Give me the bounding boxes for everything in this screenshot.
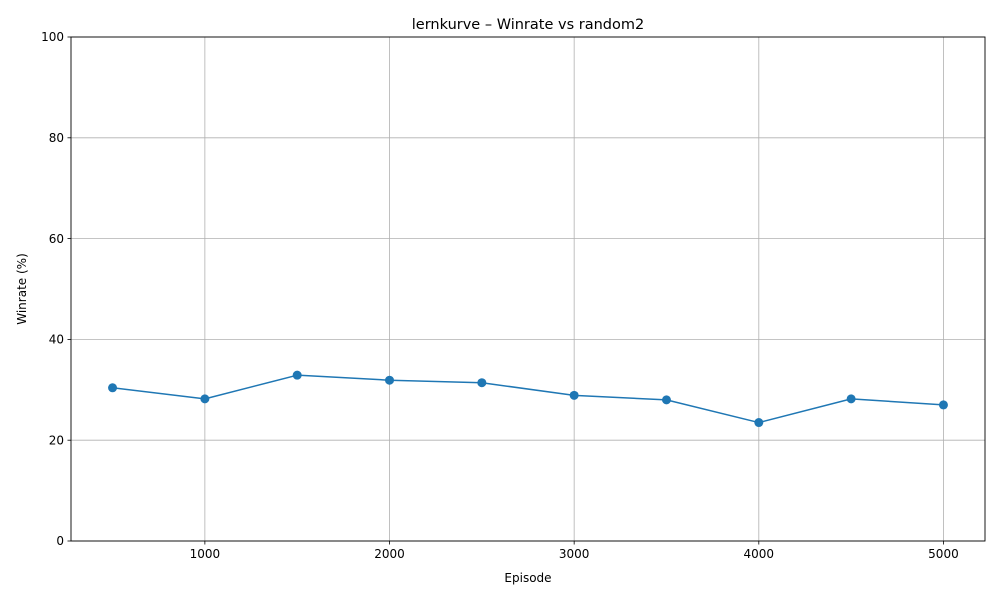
y-tick-label: 20 — [49, 433, 64, 447]
x-tick-label: 2000 — [374, 547, 405, 561]
x-tick-label: 1000 — [190, 547, 221, 561]
axis-ticks: 1000 2000 3000 4000 5000 0 20 40 60 80 100 — [41, 30, 959, 561]
y-axis-label: Winrate (%) — [15, 253, 29, 325]
y-tick-label: 0 — [56, 534, 64, 548]
data-point — [292, 370, 302, 380]
x-tick-label: 3000 — [559, 547, 590, 561]
plot-background — [71, 37, 985, 541]
y-tick-label: 100 — [41, 30, 64, 44]
data-point — [200, 394, 210, 404]
y-tick-label: 40 — [49, 333, 64, 347]
series-layer — [108, 370, 948, 428]
data-point — [754, 418, 764, 428]
x-tick-label: 4000 — [744, 547, 775, 561]
chart-title: lernkurve – Winrate vs random2 — [412, 17, 644, 33]
data-point — [661, 395, 671, 405]
data-point — [477, 378, 487, 388]
x-axis-label: Episode — [504, 571, 551, 585]
data-point — [938, 400, 948, 410]
y-tick-label: 80 — [49, 131, 64, 145]
plot-frame — [70, 36, 986, 542]
series-line — [111, 374, 945, 424]
data-point — [846, 394, 856, 404]
x-tick-label: 5000 — [928, 547, 959, 561]
data-point — [385, 375, 395, 385]
data-point — [569, 390, 579, 400]
data-point — [108, 383, 118, 393]
y-tick-label: 60 — [49, 232, 64, 246]
